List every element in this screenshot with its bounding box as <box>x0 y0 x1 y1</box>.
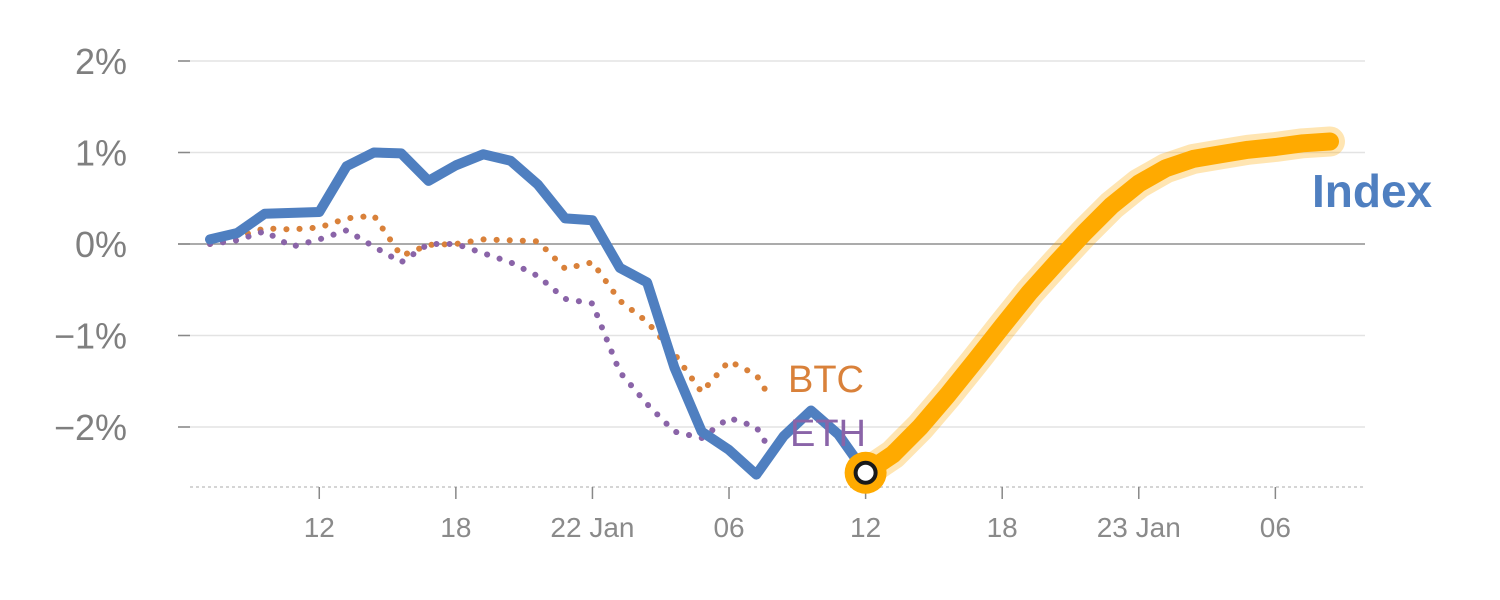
y-tick-label: −1% <box>54 316 127 357</box>
y-tick-label: 1% <box>75 133 127 174</box>
x-tick-label: 18 <box>987 512 1018 543</box>
grid-layer <box>178 60 1365 488</box>
x-tick-label: 22 Jan <box>550 512 634 543</box>
marker-layer <box>844 451 887 494</box>
y-axis: 2% 1% 0% −1% −2% <box>54 41 127 448</box>
series-label-index: Index <box>1312 165 1433 217</box>
y-tick-label: −2% <box>54 407 127 448</box>
series-line-index <box>205 147 871 480</box>
x-tick-label: 18 <box>440 512 471 543</box>
series-label-eth: ETH <box>790 413 866 455</box>
series-line-btc <box>207 212 773 401</box>
y-tick-label: 2% <box>75 41 127 82</box>
x-tick-label: 06 <box>1260 512 1291 543</box>
y-tick-label: 0% <box>75 224 127 265</box>
x-tick-label: 12 <box>850 512 881 543</box>
current-point-marker <box>853 460 878 485</box>
x-axis: 12 18 22 Jan 06 12 18 23 Jan 06 <box>304 487 1291 543</box>
x-tick-label: 23 Jan <box>1097 512 1181 543</box>
series-layer <box>205 126 1345 488</box>
x-tick-label: 12 <box>304 512 335 543</box>
series-line-forecast <box>856 132 1339 482</box>
x-tick-label: 06 <box>713 512 744 543</box>
series-label-btc: BTC <box>788 359 864 401</box>
series-line-eth <box>207 227 773 453</box>
series-labels: BTC ETH Index <box>788 165 1433 455</box>
